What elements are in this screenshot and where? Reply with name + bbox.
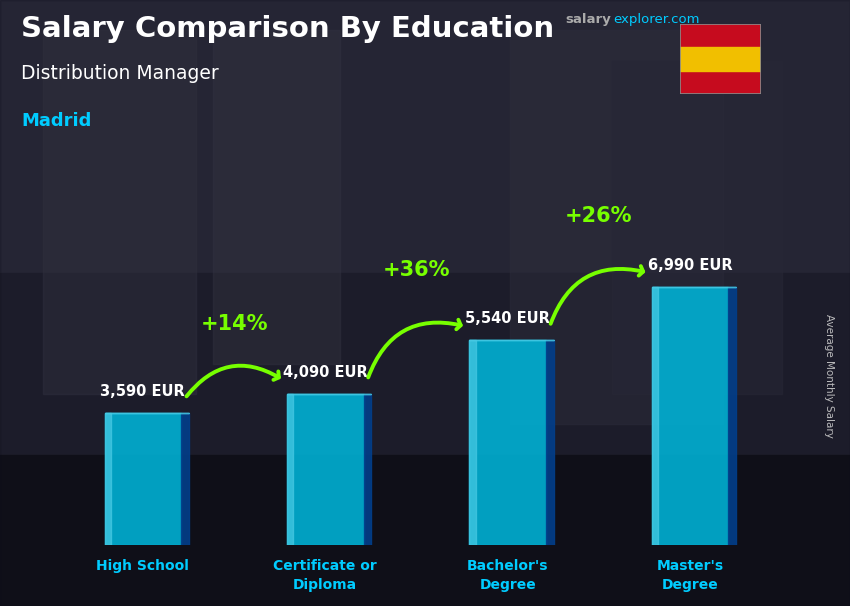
Polygon shape	[287, 394, 293, 545]
Bar	[42, 30, 196, 394]
Polygon shape	[105, 413, 110, 545]
Text: +14%: +14%	[201, 314, 268, 334]
Text: Madrid: Madrid	[21, 112, 92, 130]
Polygon shape	[652, 287, 658, 545]
Polygon shape	[181, 413, 189, 545]
Polygon shape	[728, 287, 736, 545]
Polygon shape	[364, 394, 371, 545]
Text: +36%: +36%	[382, 260, 450, 280]
Text: +26%: +26%	[565, 207, 632, 227]
Polygon shape	[469, 341, 475, 545]
Bar	[0, 0, 850, 273]
Text: 4,090 EUR: 4,090 EUR	[283, 365, 368, 380]
Bar	[680, 24, 761, 47]
Text: Average Monthly Salary: Average Monthly Salary	[824, 314, 834, 438]
Text: salary: salary	[565, 13, 611, 26]
Polygon shape	[105, 413, 181, 545]
Polygon shape	[652, 287, 728, 545]
Bar	[612, 61, 782, 394]
Polygon shape	[469, 341, 546, 545]
Bar	[680, 72, 761, 94]
Bar	[0, 454, 850, 606]
Bar	[212, 30, 340, 364]
Text: 5,540 EUR: 5,540 EUR	[465, 311, 550, 327]
Text: explorer.com: explorer.com	[614, 13, 700, 26]
Bar	[510, 30, 722, 424]
Polygon shape	[287, 394, 364, 545]
Text: Salary Comparison By Education: Salary Comparison By Education	[21, 15, 554, 43]
Text: 3,590 EUR: 3,590 EUR	[100, 384, 185, 399]
Text: 6,990 EUR: 6,990 EUR	[648, 258, 733, 273]
Polygon shape	[546, 341, 553, 545]
Bar	[680, 47, 761, 72]
Text: Distribution Manager: Distribution Manager	[21, 64, 219, 82]
Bar	[0, 273, 850, 454]
